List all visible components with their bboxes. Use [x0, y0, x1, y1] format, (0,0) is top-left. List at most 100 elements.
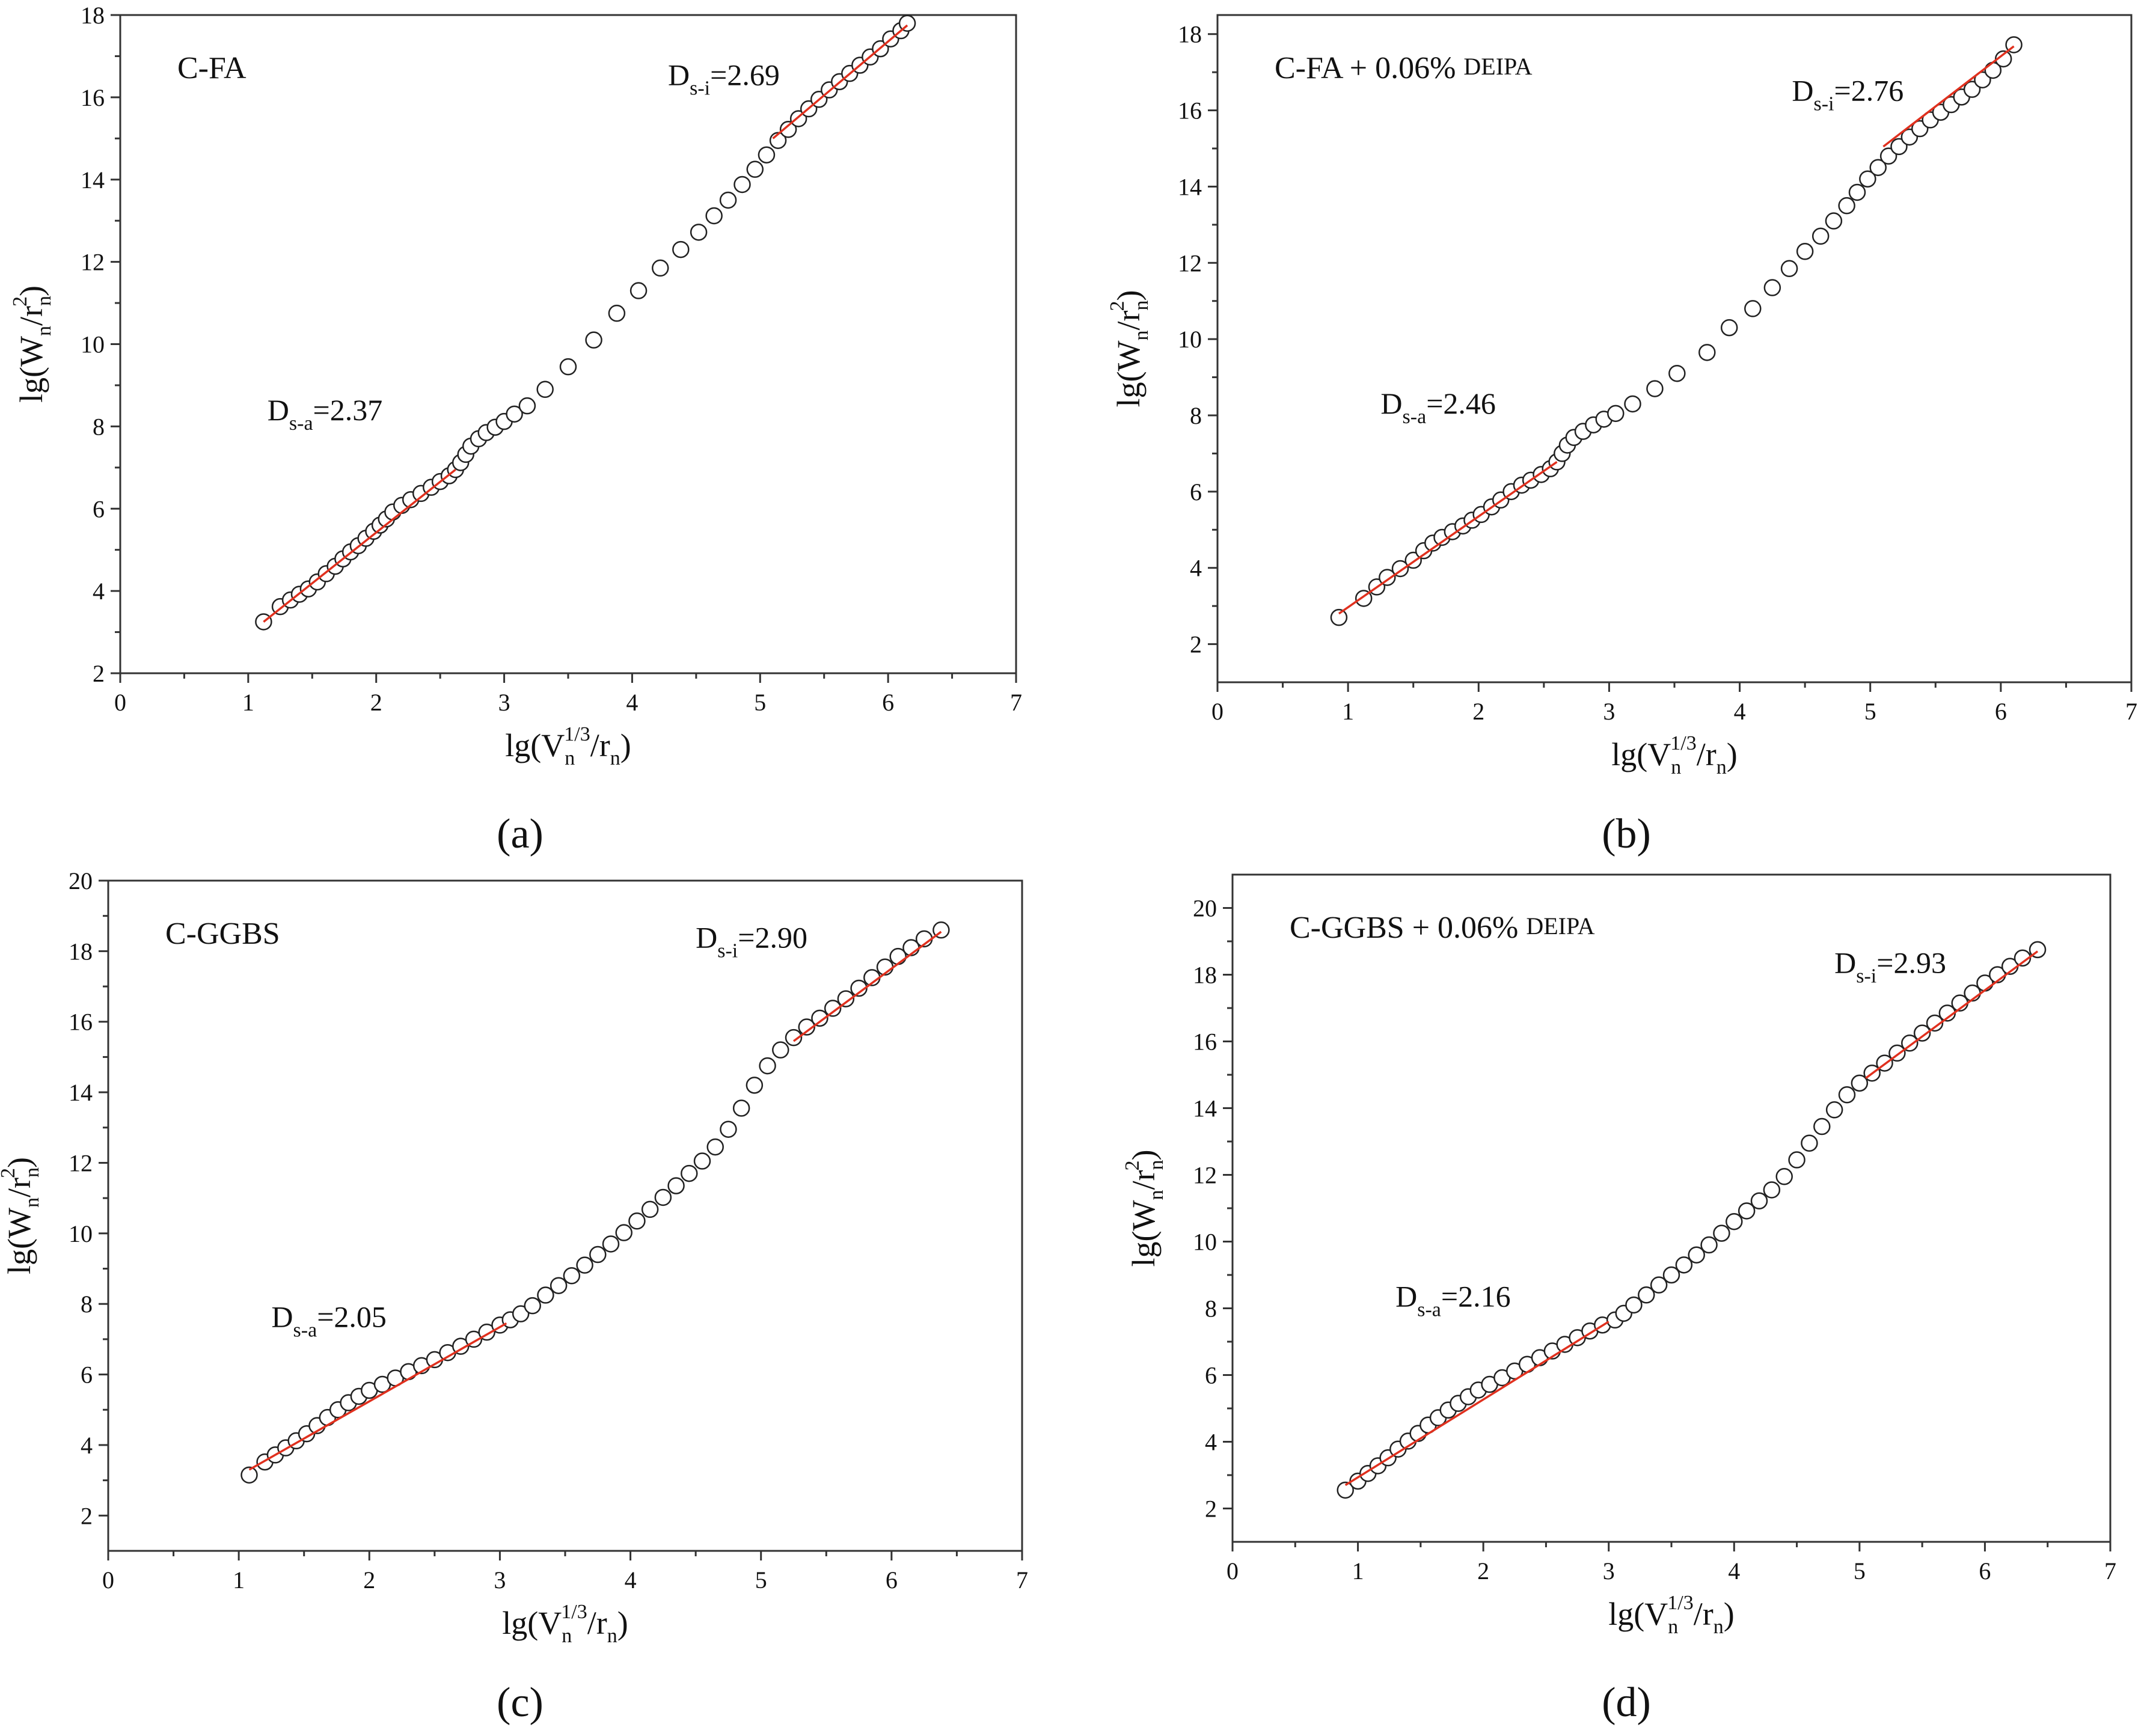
data-point — [1624, 395, 1641, 413]
x-tick-label: 6 — [886, 1566, 898, 1594]
data-point — [693, 1152, 711, 1170]
data-point — [518, 397, 536, 415]
data-point — [1879, 147, 1897, 165]
x-axis-title: lg(Vn1/3/rn) — [1611, 732, 1737, 778]
x-tick-label: 5 — [1854, 1557, 1866, 1585]
x-tick-label: 1 — [242, 689, 254, 716]
y-axis-title: lg(Wn/rn2) — [0, 1157, 43, 1274]
data-point — [1974, 71, 1991, 89]
y-tick-label: 6 — [1205, 1362, 1217, 1389]
data-point — [1713, 1224, 1730, 1242]
data-point — [240, 1466, 258, 1484]
data-point — [1650, 1276, 1668, 1294]
data-point — [1926, 1014, 1944, 1032]
fit-line-ds-i — [792, 931, 942, 1042]
data-point — [1901, 1035, 1919, 1052]
data-point — [690, 224, 708, 241]
data-point — [1726, 1212, 1743, 1230]
x-tick-label: 3 — [494, 1566, 506, 1594]
y-tick-label: 16 — [1178, 97, 1202, 124]
data-point — [1838, 197, 1855, 215]
data-point — [524, 1297, 541, 1315]
x-tick-label: 6 — [882, 689, 894, 716]
y-tick-label: 2 — [93, 660, 105, 687]
data-point — [1796, 243, 1814, 260]
data-point — [746, 1077, 764, 1094]
x-tick-label: 2 — [1472, 698, 1484, 725]
x-tick-label: 2 — [370, 689, 382, 716]
data-point — [1859, 170, 1876, 188]
x-tick-label: 5 — [754, 689, 766, 716]
dimension-annotation: Ds-a=2.16 — [1395, 1280, 1510, 1321]
data-point — [1851, 1074, 1869, 1092]
y-tick-label: 6 — [81, 1362, 93, 1389]
x-tick-label: 1 — [233, 1566, 245, 1594]
x-tick-label: 4 — [1734, 698, 1746, 725]
y-tick-label: 18 — [69, 938, 93, 965]
data-point — [641, 1200, 659, 1218]
y-tick-label: 14 — [1178, 173, 1202, 200]
series-label: C-FA + 0.06% DEIPA — [1275, 51, 1533, 85]
y-tick-label: 4 — [1205, 1429, 1217, 1456]
data-point — [672, 240, 690, 258]
data-point — [1963, 81, 1981, 98]
x-tick-label: 4 — [626, 689, 638, 716]
dimension-annotation: Ds-a=2.05 — [271, 1300, 386, 1341]
data-point — [1379, 569, 1396, 586]
chart-panel-2: 0 1 2 3 4 5 6 724681012141618lg(Vn1/3/rn)lg(Wn/… — [1106, 14, 2137, 857]
y-tick-label: 2 — [81, 1502, 93, 1529]
data-point — [732, 1099, 750, 1117]
data-point — [1700, 1236, 1718, 1254]
data-point — [824, 1000, 842, 1017]
data-point — [563, 1267, 581, 1285]
series-label: C-GGBS — [165, 917, 280, 951]
data-point — [452, 1337, 470, 1355]
data-point — [667, 1177, 685, 1194]
panel-caption: (b) — [1602, 811, 1651, 857]
data-point — [758, 146, 776, 164]
fit-line-ds-i — [1865, 950, 2039, 1079]
data-point — [759, 1057, 776, 1075]
y-tick-label: 6 — [1190, 478, 1202, 506]
y-tick-label: 4 — [93, 578, 105, 605]
data-point — [779, 121, 797, 138]
y-axis-title: lg(Wn/rn2) — [1121, 1150, 1168, 1267]
y-tick-label: 12 — [1193, 1162, 1217, 1189]
x-tick-label: 4 — [1728, 1557, 1740, 1585]
y-tick-label: 8 — [93, 413, 105, 440]
plot-frame — [119, 14, 1017, 674]
y-tick-label: 8 — [1205, 1295, 1217, 1322]
data-point — [652, 259, 669, 277]
series-label: C-FA — [177, 51, 247, 85]
data-point — [1913, 1024, 1931, 1042]
y-tick-label: 4 — [1190, 555, 1202, 582]
y-tick-label: 12 — [69, 1149, 93, 1176]
data-point — [1330, 608, 1348, 626]
data-point — [602, 1235, 620, 1253]
data-point — [1801, 1134, 1818, 1152]
data-point — [615, 1224, 632, 1241]
x-tick-label: 1 — [1342, 698, 1354, 725]
y-tick-label: 14 — [81, 167, 105, 194]
y-tick-label: 16 — [1193, 1028, 1217, 1056]
x-tick-label: 0 — [102, 1566, 114, 1594]
x-tick-label: 7 — [2104, 1557, 2116, 1585]
data-point — [1825, 1101, 1843, 1119]
y-tick-label: 8 — [81, 1291, 93, 1318]
dimension-annotation: Ds-i=2.69 — [668, 58, 780, 99]
y-tick-label: 2 — [1205, 1496, 1217, 1523]
y-tick-label: 16 — [69, 1009, 93, 1036]
x-tick-label: 2 — [363, 1566, 375, 1594]
fit-line-ds-a — [263, 468, 456, 623]
plot-frame — [1231, 873, 2112, 1543]
data-point — [1812, 227, 1830, 245]
y-tick-label: 10 — [1193, 1229, 1217, 1256]
x-tick-label: 0 — [114, 689, 126, 716]
y-tick-label: 12 — [1178, 249, 1202, 277]
fit-line-ds-a — [1338, 460, 1558, 615]
data-point — [772, 1041, 789, 1059]
y-tick-label: 16 — [81, 84, 105, 111]
panel-caption: (c) — [497, 1679, 544, 1726]
fit-line-ds-a — [248, 1322, 507, 1471]
panel-caption: (d) — [1602, 1679, 1651, 1726]
